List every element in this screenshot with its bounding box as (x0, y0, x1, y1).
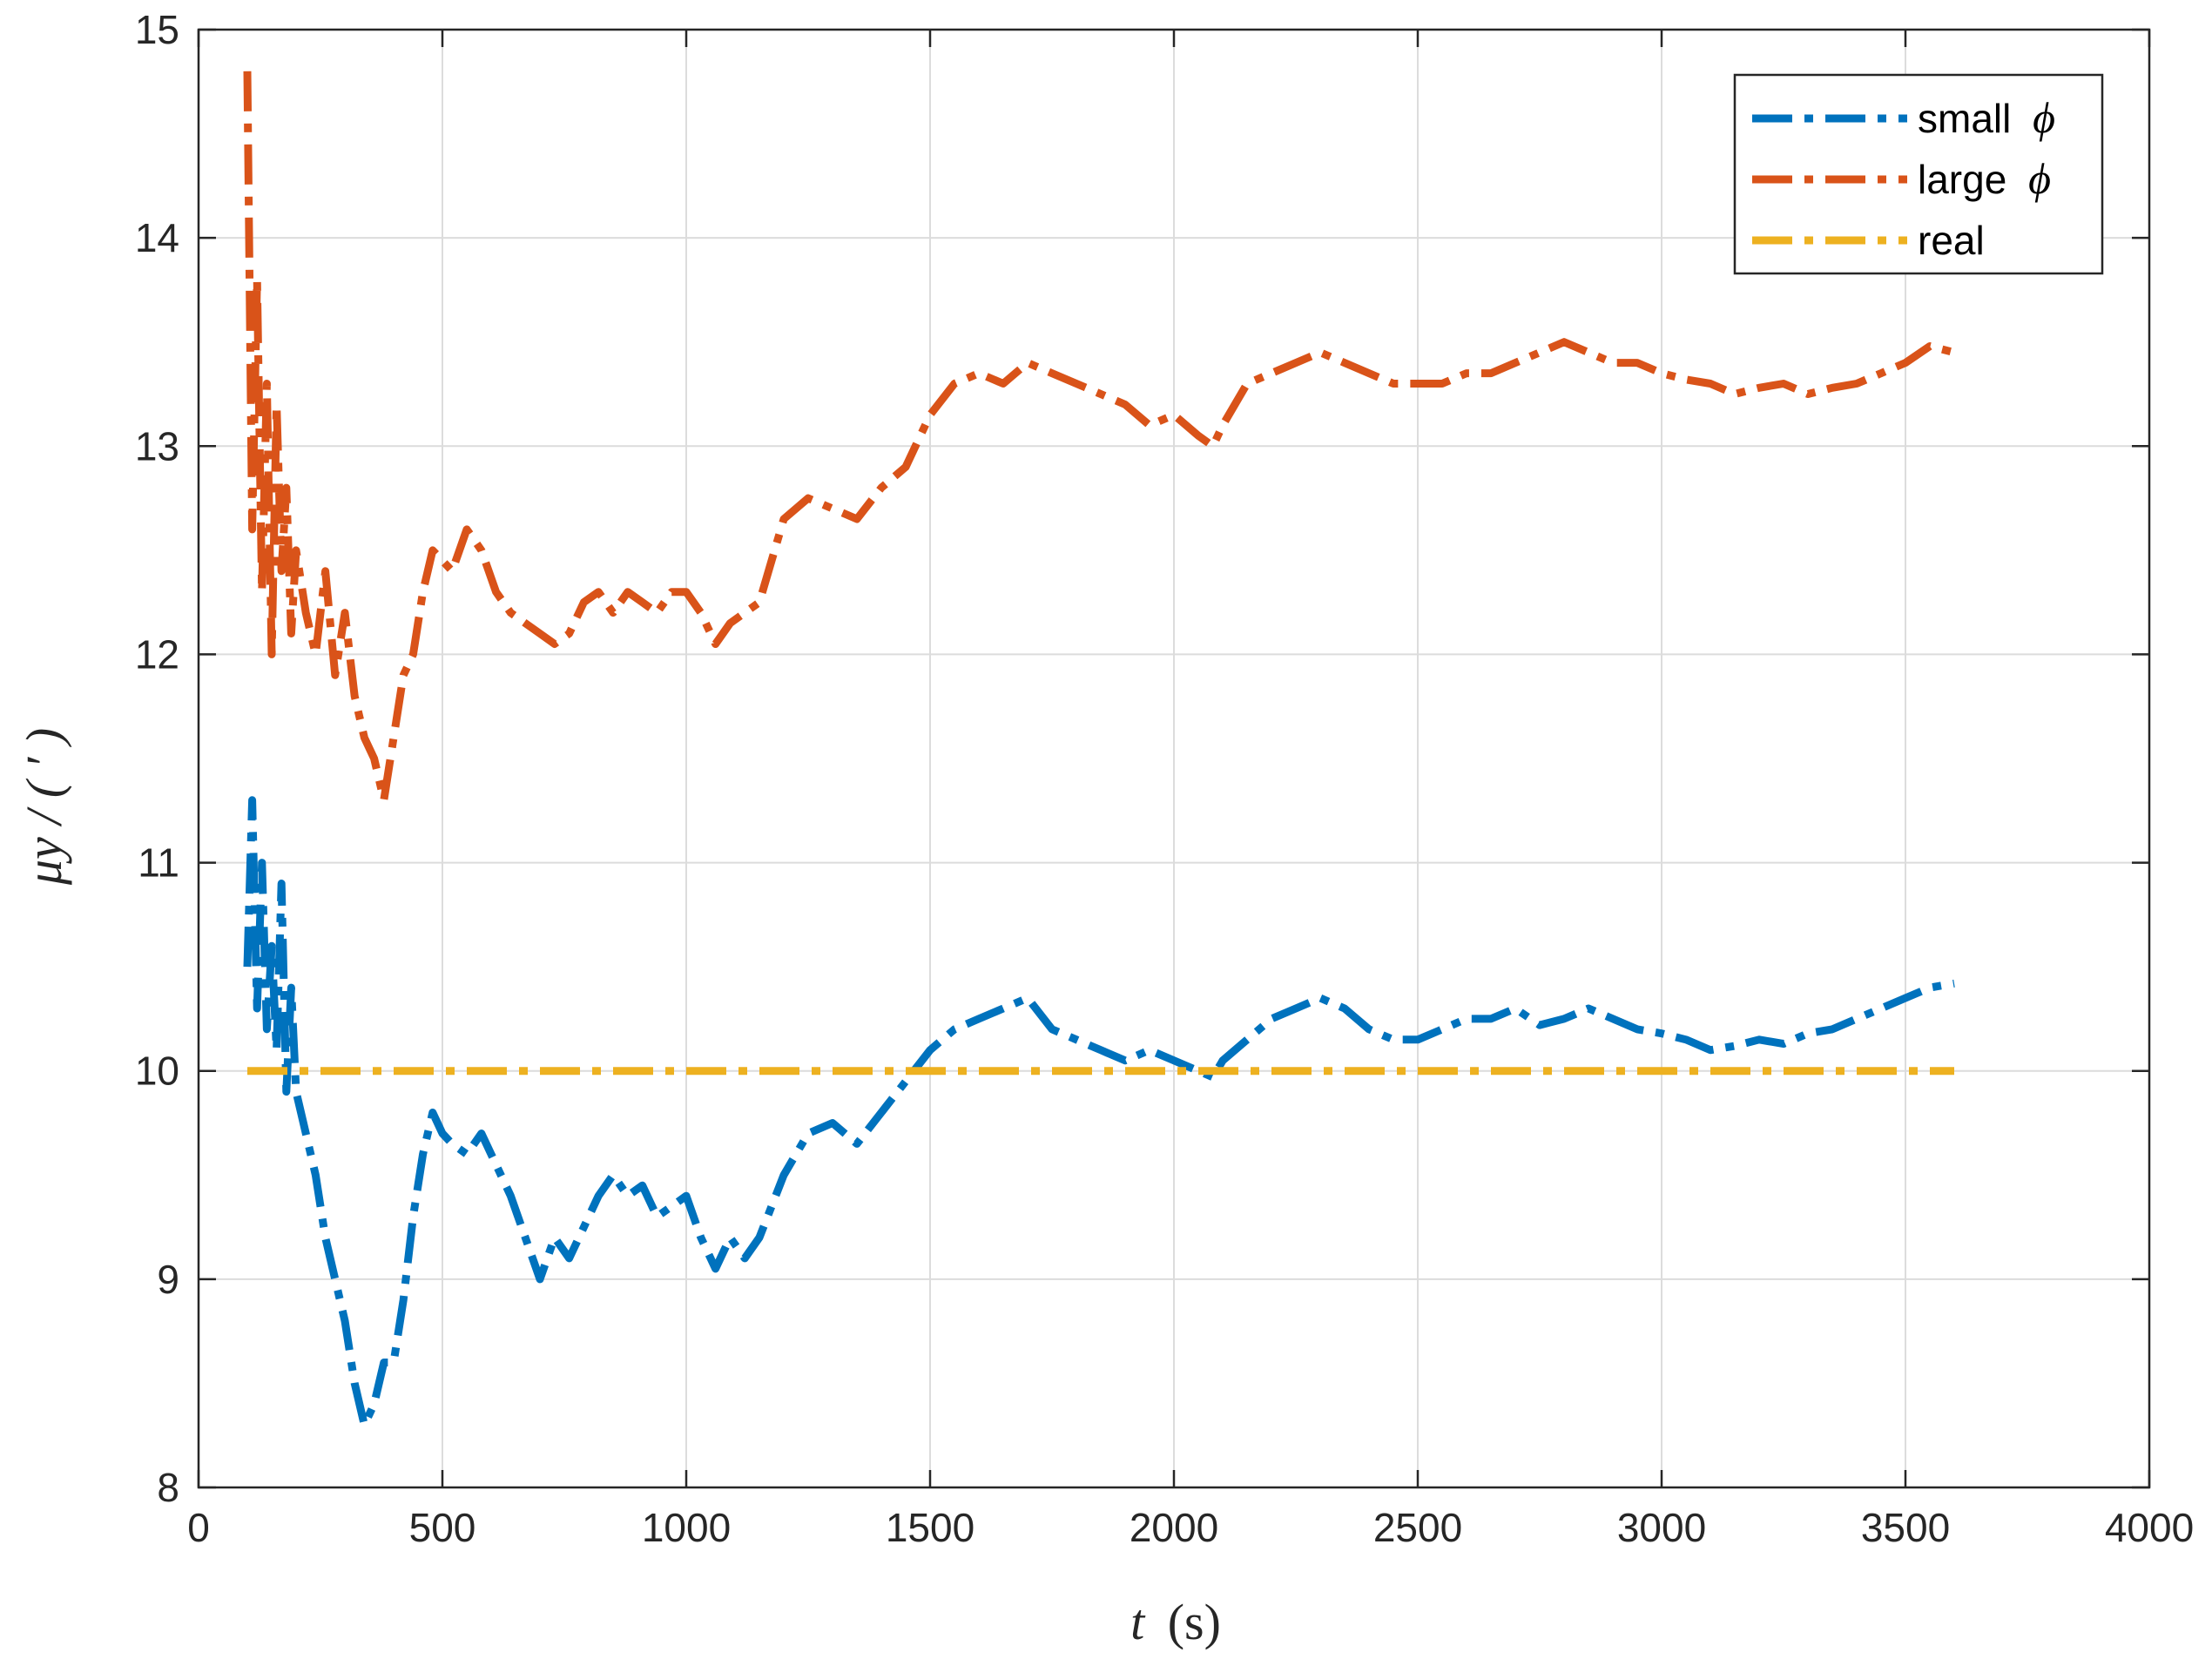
x-axis-unit: (s) (1168, 1594, 1221, 1650)
y-axis-title: μy / ( ′ ) (16, 728, 72, 886)
x-tick-label: 1000 (642, 1505, 731, 1550)
y-tick-label: 10 (135, 1049, 179, 1094)
y-tick-label: 11 (138, 840, 179, 886)
legend: small ϕ large ϕ real (1733, 73, 2104, 275)
legend-box (1733, 73, 2104, 275)
y-tick-label: 14 (135, 215, 179, 260)
series-line-large (243, 71, 1956, 805)
legend-label-small: small (1918, 96, 2011, 141)
x-tick-label: 3000 (1617, 1505, 1706, 1550)
x-tick-label: 2500 (1373, 1505, 1462, 1550)
x-tick-label: 500 (409, 1505, 476, 1550)
x-axis-variable: t (1130, 1594, 1146, 1650)
y-tick-label: 15 (135, 7, 179, 52)
data-series (243, 71, 1956, 1429)
y-tick-label: 12 (135, 631, 179, 677)
x-tick-label: 4000 (2105, 1505, 2194, 1550)
legend-entry-large-phi: large ϕ (1752, 154, 2051, 203)
x-tick-label: 1500 (886, 1505, 974, 1550)
x-axis-title: t (s) (1130, 1594, 1221, 1650)
svg-text:large ϕ: large ϕ (1918, 154, 2051, 203)
x-tick-label: 0 (187, 1505, 210, 1550)
x-tick-label: 2000 (1130, 1505, 1218, 1550)
legend-label-large: large (1918, 157, 2006, 202)
y-tick-label: 13 (135, 423, 179, 469)
axis-ticks: 0 500 1000 1500 2000 2500 3000 3500 4000 8 9 10 11 12… (135, 7, 2194, 1550)
y-tick-label: 9 (157, 1257, 179, 1302)
legend-phi-symbol: ϕ (2033, 93, 2055, 142)
legend-label-real: real (1918, 218, 1985, 263)
svg-text:small ϕ: small ϕ (1918, 93, 2055, 142)
y-tick-label: 8 (157, 1465, 179, 1510)
series-line-small (243, 796, 1955, 1429)
legend-entry-real: real (1752, 218, 1985, 263)
legend-phi-symbol: ϕ (2028, 154, 2051, 203)
legend-entry-small-phi: small ϕ (1752, 93, 2055, 142)
x-tick-label: 3500 (1861, 1505, 1950, 1550)
